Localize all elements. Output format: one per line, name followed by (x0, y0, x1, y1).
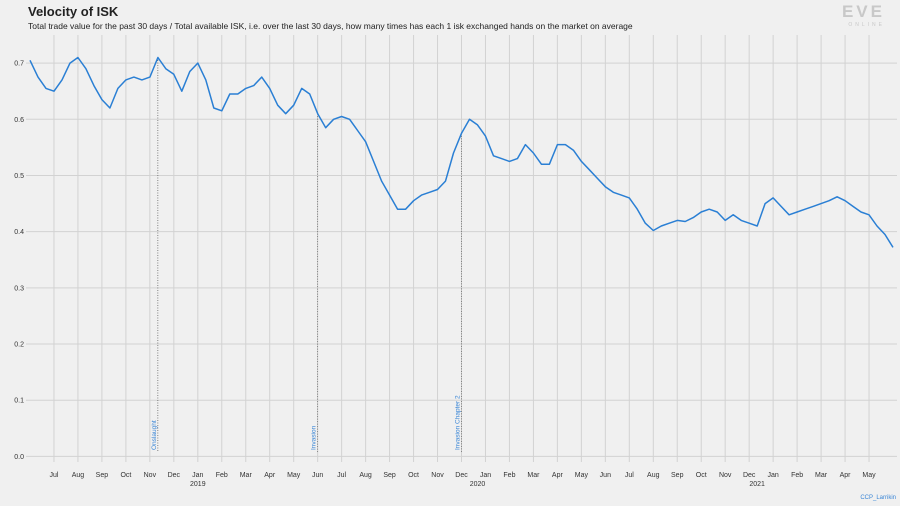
x-tick-label: May (575, 472, 589, 479)
x-tick-label: Sep (383, 472, 396, 479)
x-tick-label: Aug (647, 472, 660, 479)
x-tick-label: Sep (96, 472, 109, 479)
y-tick-label: 0.5 (14, 173, 24, 180)
x-tick-label: Mar (527, 472, 540, 479)
annotation-label: Onslaught (151, 420, 158, 450)
annotation-label: Invasion Chapter 2 (455, 395, 462, 450)
credit: CCP_Larrikin (860, 495, 896, 501)
x-tick-label: Nov (144, 472, 157, 479)
x-tick-label: Jul (49, 472, 58, 479)
y-tick-label: 0.0 (14, 454, 24, 461)
x-tick-label: May (287, 472, 301, 479)
x-tick-label: Jul (337, 472, 346, 479)
x-tick-label: Oct (120, 472, 131, 479)
x-tick-label: Jan (192, 472, 203, 479)
y-tick-label: 0.3 (14, 285, 24, 292)
x-tick-label: Dec (743, 472, 756, 479)
x-tick-label: Feb (216, 472, 228, 479)
y-tick-label: 0.7 (14, 61, 24, 68)
x-tick-label: Mar (240, 472, 253, 479)
data-line (29, 56, 894, 248)
x-tick-label: Jul (625, 472, 634, 479)
x-tick-label: Oct (408, 472, 419, 479)
brand-logo: EVE (842, 2, 885, 21)
y-tick-label: 0.4 (14, 229, 24, 236)
x-year-label: 2021 (749, 481, 765, 488)
x-tick-label: Feb (791, 472, 803, 479)
x-tick-label: Sep (671, 472, 684, 479)
x-tick-label: Aug (72, 472, 85, 479)
x-year-label: 2019 (190, 481, 206, 488)
x-year-label: 2020 (470, 481, 486, 488)
x-tick-label: May (862, 472, 876, 479)
x-tick-label: Nov (719, 472, 732, 479)
x-tick-label: Apr (840, 472, 852, 479)
chart-title: Velocity of ISK (28, 4, 119, 19)
x-tick-label: Apr (552, 472, 564, 479)
chart-subtitle: Total trade value for the past 30 days /… (28, 21, 633, 31)
y-tick-label: 0.2 (14, 342, 24, 349)
x-tick-label: Apr (264, 472, 276, 479)
y-tick-label: 0.6 (14, 117, 24, 124)
brand-logo-sub: ONLINE (848, 22, 885, 28)
x-tick-label: Mar (815, 472, 828, 479)
y-tick-label: 0.1 (14, 398, 24, 405)
x-tick-label: Aug (359, 472, 372, 479)
annotation-label: Invasion (311, 425, 318, 450)
x-tick-label: Jun (312, 472, 323, 479)
x-tick-label: Dec (168, 472, 181, 479)
x-tick-label: Feb (503, 472, 515, 479)
x-tick-label: Jan (767, 472, 778, 479)
x-tick-label: Nov (431, 472, 444, 479)
x-tick-label: Dec (455, 472, 468, 479)
x-tick-label: Oct (696, 472, 707, 479)
x-tick-label: Jun (600, 472, 611, 479)
x-tick-label: Jan (480, 472, 491, 479)
